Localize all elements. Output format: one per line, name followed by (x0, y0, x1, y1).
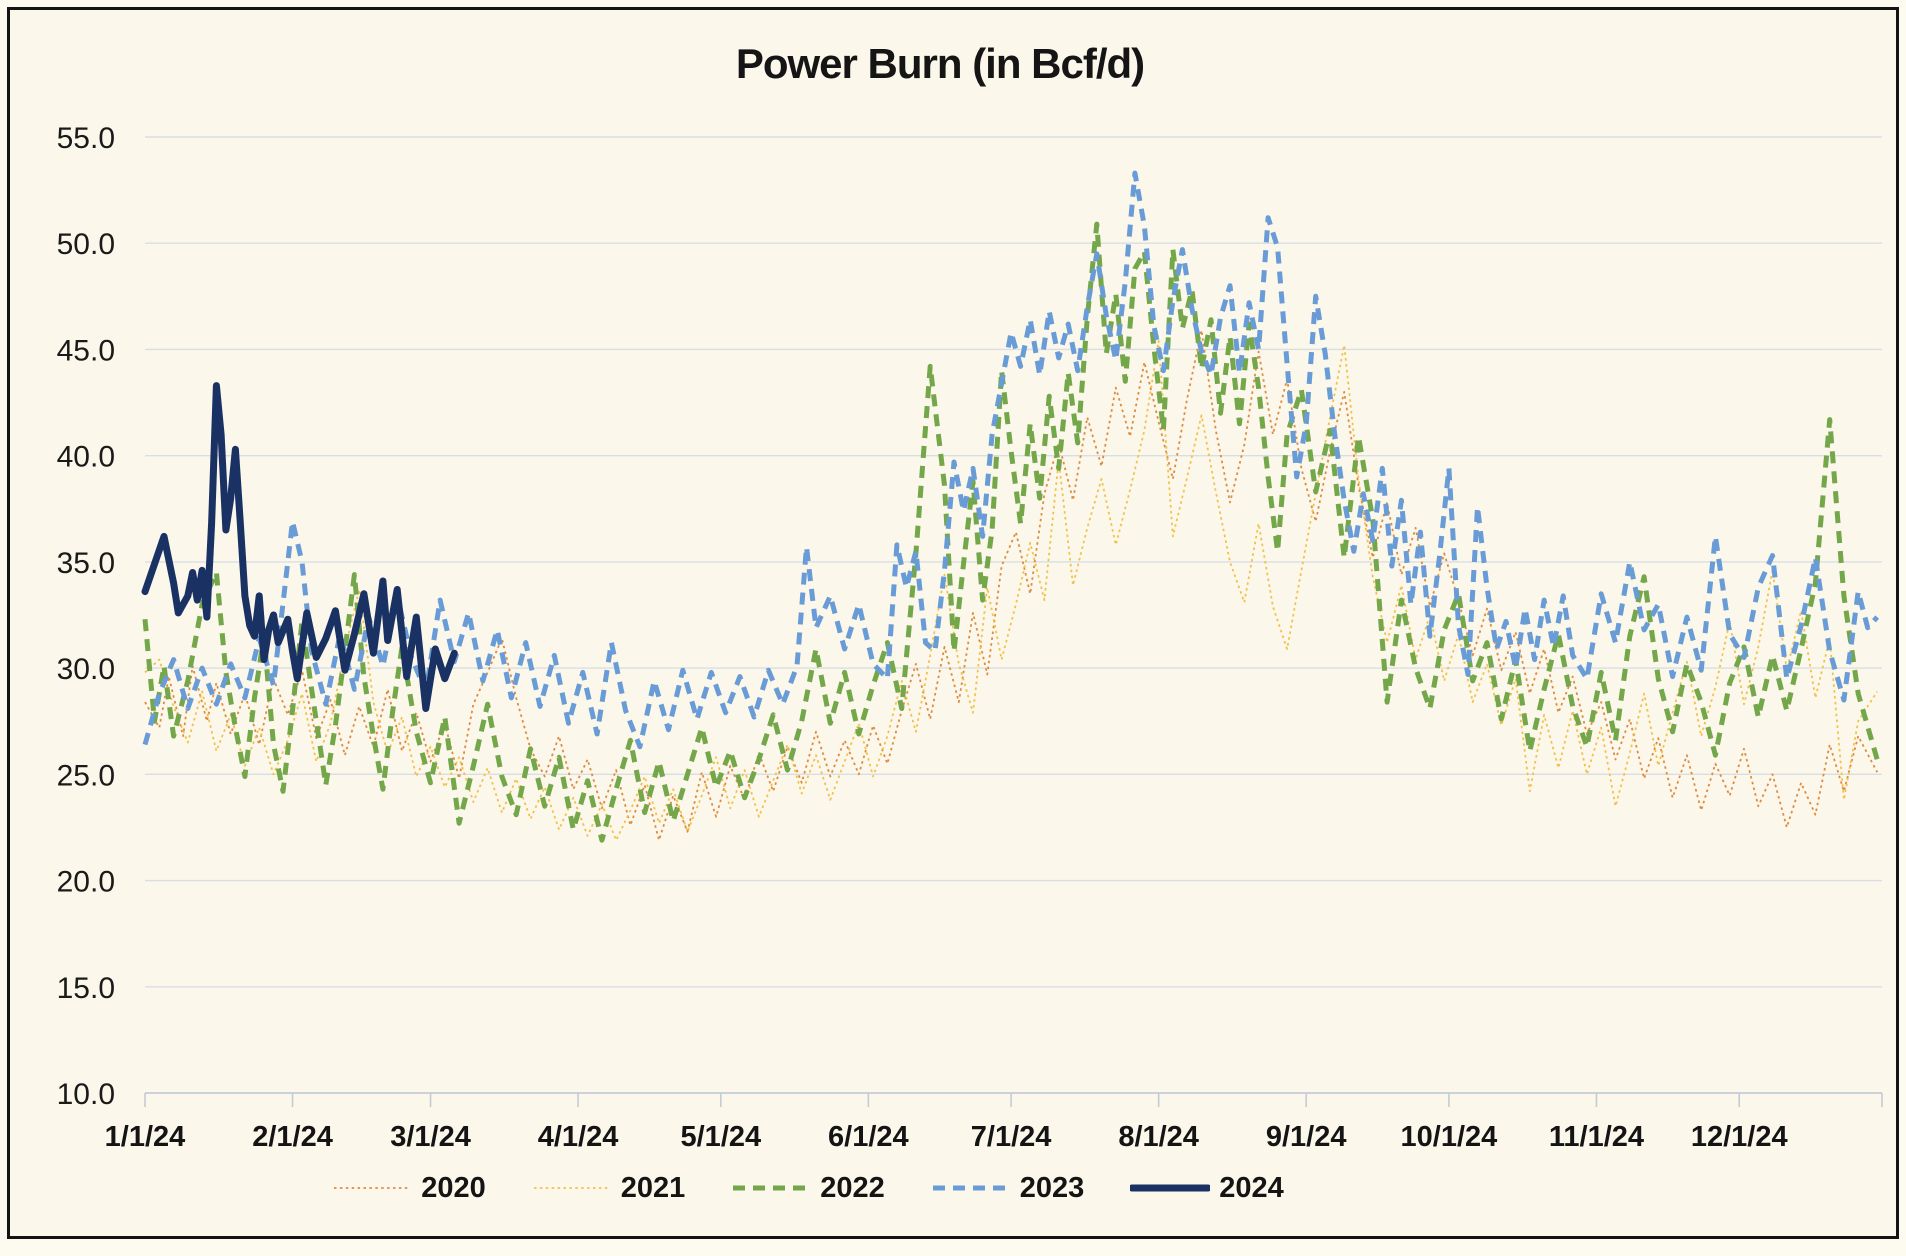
legend-line-swatch-2022 (733, 1185, 810, 1191)
legend-label-2024: 2024 (1219, 1171, 1284, 1204)
y-axis-tick-label: 45.0 (57, 334, 115, 367)
legend-item-2022: 2022 (731, 1172, 885, 1205)
legend-line-swatch-2023 (932, 1185, 1009, 1191)
series-line-2020 (144, 329, 1878, 842)
legend-label-2023: 2023 (1019, 1171, 1085, 1204)
legend-label-2022: 2022 (820, 1171, 885, 1204)
x-axis-tick-label: 1/1/24 (105, 1121, 186, 1153)
x-axis-tick-label: 5/1/24 (681, 1121, 762, 1153)
legend-line-swatch-2021 (533, 1187, 610, 1189)
y-axis-tick-label: 15.0 (57, 972, 115, 1005)
legend-item-2024: 2024 (1130, 1172, 1284, 1205)
legend-label-2020: 2020 (421, 1171, 486, 1204)
x-axis-tick-label: 8/1/24 (1118, 1121, 1199, 1153)
chart-frame: Power Burn (in Bcf/d) 10.0 15.0 20.0 25.0 30… (7, 7, 1899, 1239)
y-axis-tick-label: 40.0 (57, 441, 115, 474)
y-axis-tick-label: 35.0 (57, 547, 115, 580)
series-line-2024 (141, 382, 458, 712)
y-axis-tick-label: 50.0 (57, 228, 115, 261)
series-line-2021 (144, 340, 1878, 842)
legend-label-2021: 2021 (620, 1171, 686, 1204)
y-axis-tick-label: 55.0 (57, 122, 115, 155)
chart-plot-area: 10.0 15.0 20.0 25.0 30.0 35.0 40.0 45.0 50.0 55.0… (57, 122, 1883, 1153)
x-axis-tick-label: 2/1/24 (252, 1121, 333, 1153)
x-axis-tick-label: 12/1/24 (1691, 1121, 1788, 1153)
y-axis-tick-label: 10.0 (57, 1078, 115, 1111)
legend-item-2023: 2023 (931, 1171, 1085, 1205)
series-line-2023 (142, 170, 1880, 750)
x-axis-tick-label: 3/1/24 (390, 1121, 471, 1153)
legend-line-swatch-2020 (334, 1187, 411, 1189)
legend-item-2020: 2020 (332, 1172, 486, 1205)
x-axis-tick-label: 9/1/24 (1266, 1121, 1347, 1153)
legend-line-swatch-2024 (1130, 1184, 1211, 1192)
y-axis-tick-label: 20.0 (57, 866, 115, 899)
legend-item-2021: 2021 (532, 1171, 686, 1205)
series-line-2022 (142, 221, 1880, 843)
x-axis-tick-label: 6/1/24 (828, 1121, 909, 1153)
x-axis-tick-label: 7/1/24 (971, 1121, 1052, 1153)
y-axis-tick-label: 25.0 (57, 759, 115, 792)
chart-title: Power Burn (in Bcf/d) (735, 40, 1145, 87)
chart-legend: 2020 2021 2022 2023 2024 (0, 1158, 1761, 1218)
x-axis-tick-label: 11/1/24 (1549, 1121, 1644, 1153)
x-axis-tick-label: 10/1/24 (1401, 1121, 1498, 1153)
y-axis-tick-label: 30.0 (57, 653, 115, 686)
x-axis-tick-label: 4/1/24 (538, 1121, 619, 1153)
